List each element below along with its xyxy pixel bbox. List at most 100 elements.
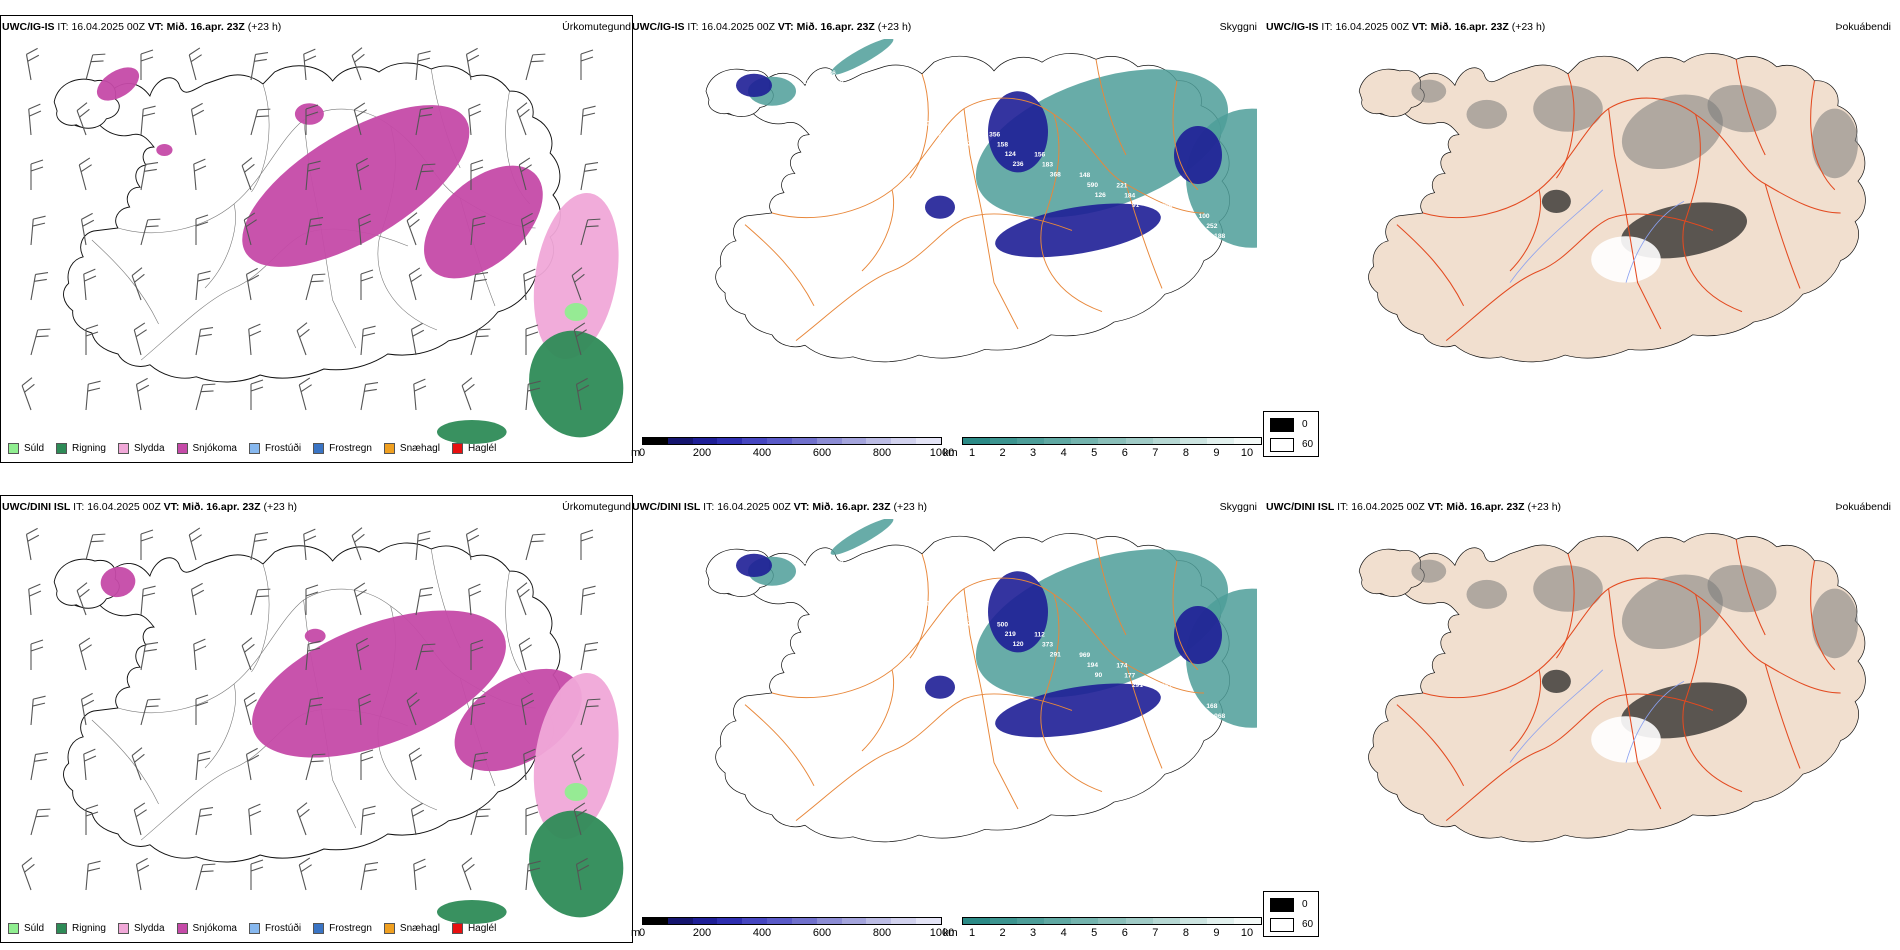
wind-barb (468, 583, 482, 616)
weather-area (564, 303, 588, 321)
road-line (1040, 594, 1103, 793)
wind-barb (30, 639, 44, 670)
colorbar-step (916, 438, 941, 444)
wind-barb (360, 749, 374, 780)
lead-time: (+23 h) (247, 21, 282, 33)
wind-barb (131, 747, 145, 781)
road-line (1125, 663, 1163, 769)
legend-label: Frostregn (329, 443, 372, 454)
colorbar-step (1233, 918, 1262, 924)
fog-key-low-label: 0 (1302, 899, 1308, 910)
weather-area (242, 105, 470, 267)
wind-barb (140, 49, 154, 80)
wind-barb (195, 326, 214, 356)
wind-barb (296, 322, 310, 356)
weather-area (1411, 559, 1447, 583)
wind-barb (415, 50, 431, 81)
it-value: 16.04.2025 00Z (701, 21, 778, 33)
road-line (1555, 73, 1575, 179)
height-label: 219 (766, 549, 777, 556)
wind-barb (305, 753, 326, 781)
it-label: IT: (1321, 21, 1336, 33)
wind-barb (410, 802, 425, 836)
weather-area (252, 610, 506, 758)
wind-barb (85, 324, 99, 355)
wind-barb (85, 860, 101, 891)
height-label: 289 (968, 621, 979, 628)
wind-barb (406, 212, 420, 246)
wind-barb (25, 47, 40, 81)
wind-barb (76, 102, 90, 136)
wind-barb (580, 641, 599, 671)
wind-barb (520, 212, 535, 246)
height-label: 87 (952, 601, 960, 608)
height-label: 162 (1161, 683, 1172, 690)
model-name: UWC/IG-IS (632, 21, 685, 33)
wind-barb (30, 215, 46, 246)
legend-swatch (117, 443, 129, 454)
model-name: UWC/IG-IS (1266, 21, 1319, 33)
legend-label: Snjókoma (192, 443, 237, 454)
wind-barb (195, 270, 211, 301)
wind-barb (135, 377, 150, 411)
wind-barb (468, 103, 482, 136)
colorbar-step (767, 918, 792, 924)
wind-barb (30, 159, 44, 190)
wind-barb (140, 585, 156, 616)
colorbar-step (742, 918, 768, 924)
height-label: 368 (1050, 172, 1061, 179)
weather-area (437, 420, 507, 445)
height-label: 207 (960, 131, 971, 138)
height-label: 221 (788, 234, 799, 241)
wind-barb (523, 748, 537, 781)
vt-value: Mið. 16.apr. 23Z (1430, 21, 1509, 33)
wind-barb (413, 378, 427, 411)
wind-barb (360, 861, 379, 891)
road-line (1608, 108, 1662, 330)
colorbar-step (1179, 918, 1207, 924)
wind-barb (248, 803, 262, 836)
precip-type-map (21, 47, 624, 445)
wind-barb (415, 163, 436, 191)
tick-label: 200 (692, 447, 712, 459)
fog-key-high-label: 60 (1302, 919, 1314, 930)
wind-barb (305, 216, 324, 246)
wind-barb (360, 805, 376, 836)
height-label: 91 (1132, 202, 1140, 209)
weather-area (1533, 85, 1603, 132)
tick-label: 6 (1121, 447, 1128, 459)
tick-label: 7 (1152, 447, 1159, 459)
colorbar-step (990, 918, 1018, 924)
height-label: 207 (915, 591, 926, 598)
road-line (1172, 80, 1199, 191)
fog-key-high-label: 60 (1302, 439, 1314, 450)
wind-barb (520, 692, 535, 726)
colorbar-step (1071, 918, 1099, 924)
legend-item: Frostregn (313, 443, 372, 454)
colorbar-step (866, 438, 892, 444)
height-label: 107 (803, 79, 814, 86)
wind-barb (408, 747, 422, 781)
legend-item: Súld (8, 923, 44, 934)
legend-label: Frostúði (264, 443, 302, 454)
wind-barb (241, 157, 255, 191)
weather-area (1591, 716, 1661, 763)
wind-barb (195, 750, 211, 781)
wind-barb (525, 860, 541, 891)
legend-label: Súld (24, 923, 45, 934)
wind-barb (525, 804, 539, 835)
wind-barb (245, 267, 260, 301)
wind-barb (80, 692, 95, 726)
wind-barb (470, 215, 486, 246)
wind-barb (571, 747, 585, 781)
weather-area (156, 144, 173, 156)
height-label: 155 (840, 90, 851, 97)
colorbar-step (963, 918, 991, 924)
road-line (1445, 213, 1714, 342)
wind-barb (305, 696, 324, 726)
colorbar-step (1125, 918, 1153, 924)
tick-label: 600 (812, 447, 832, 459)
weather-area (1541, 189, 1571, 213)
road-line (1682, 114, 1743, 313)
legend-swatch (56, 443, 68, 454)
